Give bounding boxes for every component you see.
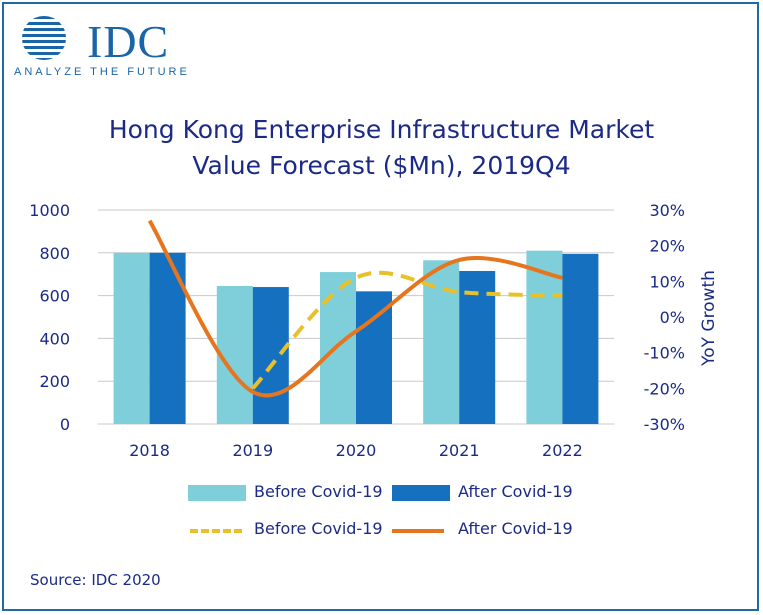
y2-tick-label: 0% [660, 308, 685, 327]
y-tick-label: 1000 [29, 201, 70, 220]
x-tick-label: 2022 [542, 441, 583, 460]
chart-title: Hong Kong Enterprise Infrastructure Mark… [0, 112, 763, 184]
y2-tick-label: -30% [644, 415, 685, 434]
legend-label-before-line: Before Covid-19 [254, 519, 383, 538]
y-tick-label: 200 [39, 372, 70, 391]
bar-before-2022 [526, 250, 563, 424]
x-tick-label: 2020 [336, 441, 377, 460]
logo-tagline: ANALYZE THE FUTURE [14, 66, 190, 78]
legend-label-after-bar: After Covid-19 [458, 482, 573, 501]
logo-globe-icon [22, 16, 66, 60]
y2-tick-label: 20% [649, 237, 685, 256]
bar-before-2019 [216, 285, 253, 424]
y-tick-label: 800 [39, 244, 70, 263]
line-before-covid [251, 270, 563, 390]
x-tick-label: 2019 [232, 441, 273, 460]
x-tick-label: 2018 [129, 441, 170, 460]
bar-after-2021 [459, 270, 496, 424]
legend-swatch-after-line [392, 529, 444, 533]
bar-after-2020 [356, 291, 392, 424]
bar-after-2019 [252, 287, 289, 424]
y-tick-label: 0 [60, 415, 70, 434]
x-tick-label: 2021 [439, 441, 480, 460]
y-tick-label: 600 [39, 287, 70, 306]
chart-title-line-1: Hong Kong Enterprise Infrastructure Mark… [108, 115, 655, 144]
chart-title-line-2: Value Forecast ($Mn), 2019Q4 [192, 151, 571, 180]
logo-wordmark: IDC [87, 16, 170, 67]
legend-label-after-line: After Covid-19 [458, 519, 573, 538]
legend-label-before-bar: Before Covid-19 [254, 482, 383, 501]
bar-before-2018 [113, 252, 150, 424]
y2-tick-label: -20% [644, 379, 685, 398]
y2-tick-label: 30% [649, 201, 685, 220]
bar-before-2021 [423, 260, 460, 424]
idc-logo: IDC ANALYZE THE FUTURE [14, 14, 194, 84]
y2-axis-label: YoY Growth [699, 270, 719, 367]
y-tick-label: 400 [39, 329, 70, 348]
legend-swatch-after-bar [392, 485, 450, 501]
y2-tick-label: -10% [644, 344, 685, 363]
y2-tick-label: 10% [649, 272, 685, 291]
bar-after-2022 [562, 253, 599, 424]
source-note: Source: IDC 2020 [30, 571, 161, 589]
legend-swatch-before-line [190, 529, 242, 533]
line-after-covid [147, 219, 563, 398]
legend-swatch-before-bar [188, 485, 246, 501]
